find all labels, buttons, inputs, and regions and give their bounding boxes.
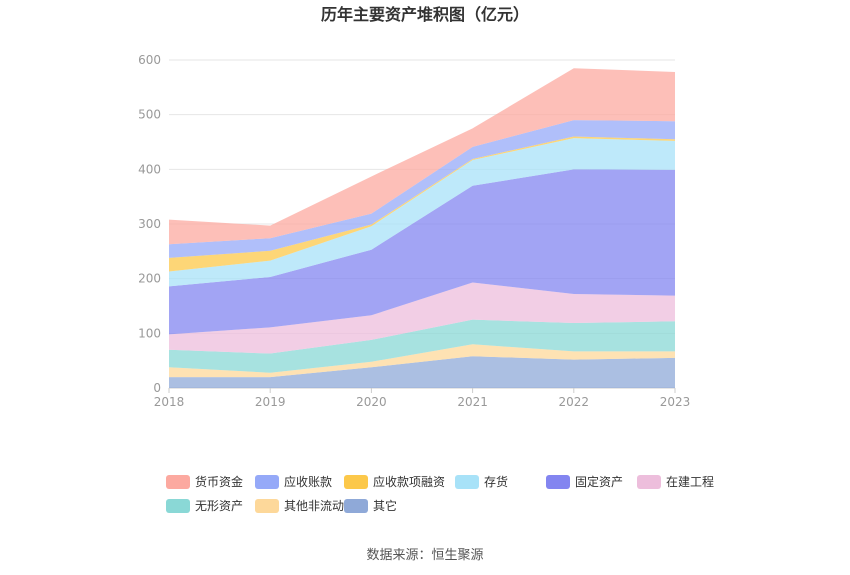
area-7	[169, 120, 675, 258]
x-tick-label: 2019	[255, 395, 286, 409]
area-2	[169, 319, 675, 373]
axes: 0 100 200 300 400 500 600 2018 2019 2020 2021 2022 2…	[138, 53, 690, 409]
legend-label: 其它	[373, 498, 397, 513]
y-tick-label: 400	[138, 162, 161, 176]
legend-label: 固定资产	[575, 474, 623, 489]
area-4	[169, 169, 675, 335]
x-tick-label: 2020	[356, 395, 387, 409]
legend-label: 应收账款	[284, 474, 332, 489]
legend-swatch	[344, 499, 368, 513]
chart-title: 历年主要资产堆积图（亿元）	[321, 5, 529, 24]
legend-label: 应收款项融资	[373, 474, 445, 489]
area-6	[169, 136, 675, 272]
area-1	[169, 344, 675, 378]
legend-swatch	[166, 499, 190, 513]
area-8	[169, 68, 675, 245]
y-tick-label: 0	[153, 381, 161, 395]
legend-label: 货币资金	[195, 474, 243, 489]
data-source-note: 数据来源：恒生聚源	[366, 548, 483, 563]
legend-swatch	[637, 475, 661, 489]
y-tick-label: 300	[138, 217, 161, 231]
area-series	[169, 68, 675, 388]
legend-label: 在建工程	[666, 474, 714, 489]
legend-swatch	[344, 475, 368, 489]
area-5	[169, 138, 675, 287]
x-tick-label: 2018	[154, 395, 185, 409]
x-tick-label: 2023	[660, 395, 691, 409]
y-tick-label: 200	[138, 272, 161, 286]
x-tick-label: 2022	[559, 395, 590, 409]
area-3	[169, 282, 675, 354]
legend-swatch	[255, 499, 279, 513]
legend-swatch	[166, 475, 190, 489]
legend-label: 无形资产	[195, 499, 243, 513]
x-tick-label: 2021	[457, 395, 488, 409]
area-0	[169, 356, 675, 388]
legend-label: 存货	[484, 474, 508, 489]
legend-swatch	[255, 475, 279, 489]
legend-swatch	[455, 475, 479, 489]
legend-swatch	[546, 475, 570, 489]
y-tick-label: 100	[138, 326, 161, 340]
y-tick-label: 500	[138, 108, 161, 122]
y-tick-label: 600	[138, 53, 161, 67]
